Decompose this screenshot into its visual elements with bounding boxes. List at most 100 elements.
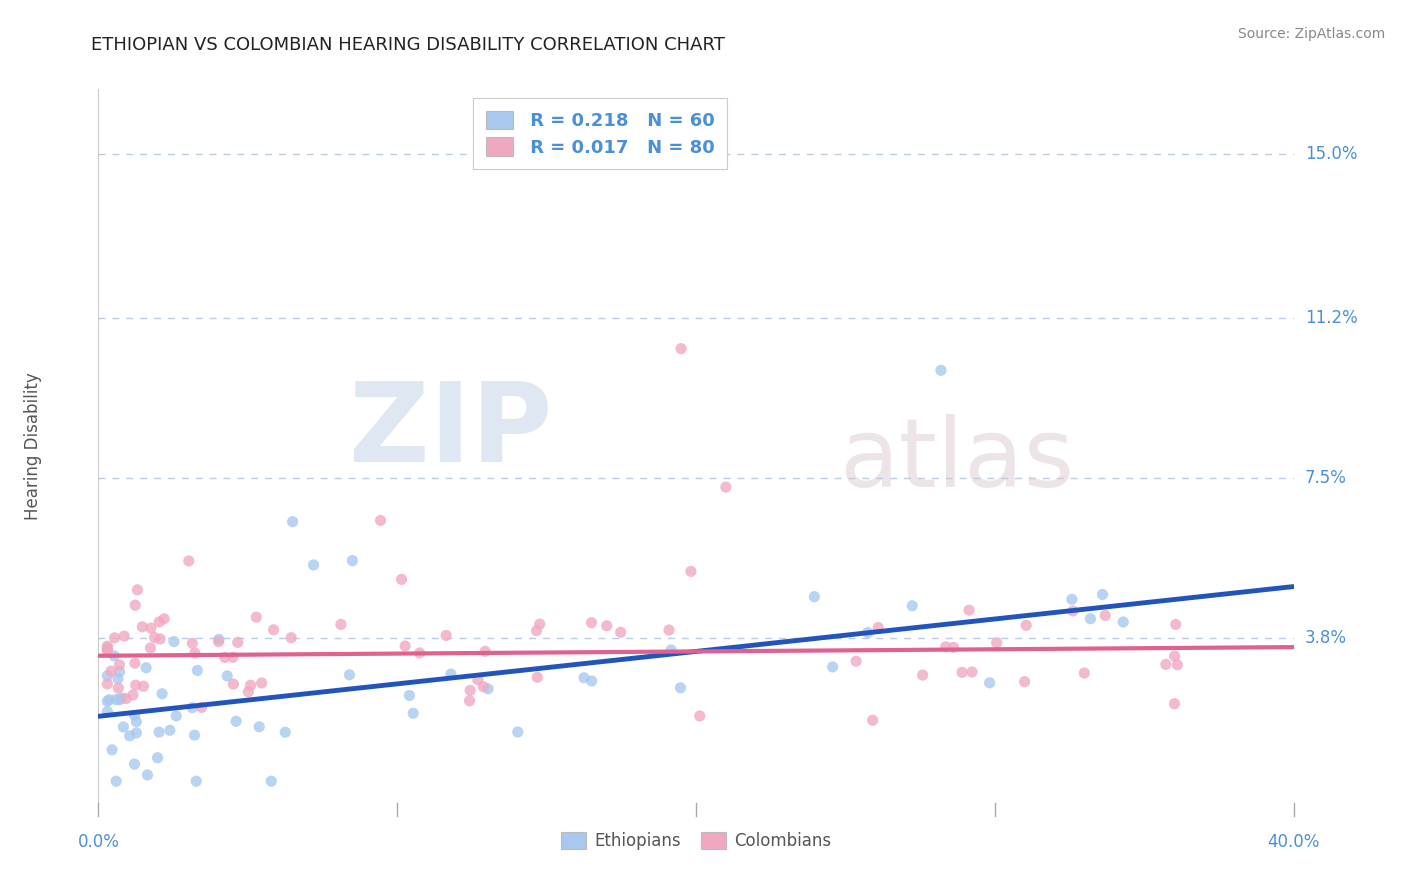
Text: ETHIOPIAN VS COLOMBIAN HEARING DISABILITY CORRELATION CHART: ETHIOPIAN VS COLOMBIAN HEARING DISABILIT…	[91, 36, 725, 54]
Point	[100, 664, 122, 678]
Point	[226, 635, 249, 649]
Point	[186, 774, 208, 789]
Point	[1014, 674, 1036, 689]
Point	[942, 640, 965, 655]
Point	[1060, 592, 1083, 607]
Point	[131, 620, 153, 634]
Point	[845, 654, 868, 668]
Point	[96, 677, 118, 691]
Point	[474, 644, 496, 658]
Legend: Ethiopians, Colombians: Ethiopians, Colombians	[553, 824, 839, 859]
Point	[1080, 612, 1102, 626]
Point	[1112, 615, 1135, 629]
Point	[222, 677, 245, 691]
Point	[101, 743, 124, 757]
Point	[581, 673, 603, 688]
Point	[190, 700, 212, 714]
Point	[105, 692, 128, 706]
Point	[979, 676, 1001, 690]
Point	[125, 678, 148, 692]
Text: Source: ZipAtlas.com: Source: ZipAtlas.com	[1237, 27, 1385, 41]
Point	[263, 623, 285, 637]
Point	[1164, 617, 1187, 632]
Point	[669, 681, 692, 695]
Point	[986, 636, 1008, 650]
Point	[143, 631, 166, 645]
Text: 11.2%: 11.2%	[1305, 310, 1357, 327]
Point	[394, 639, 416, 653]
Point	[132, 679, 155, 693]
Point	[529, 617, 551, 632]
Point	[929, 363, 952, 377]
Point	[329, 617, 352, 632]
Point	[957, 603, 980, 617]
Point	[217, 669, 239, 683]
Point	[342, 553, 364, 567]
Point	[108, 665, 131, 679]
Point	[107, 672, 129, 686]
Point	[208, 632, 231, 647]
Point	[98, 692, 121, 706]
Point	[247, 720, 270, 734]
Point	[107, 681, 129, 695]
Point	[434, 628, 457, 642]
Point	[150, 687, 173, 701]
Point	[118, 729, 141, 743]
Point	[115, 691, 138, 706]
Point	[1166, 657, 1188, 672]
Point	[281, 515, 304, 529]
Point	[250, 676, 273, 690]
Point	[935, 640, 957, 654]
Point	[181, 700, 204, 714]
Point	[689, 709, 711, 723]
Text: 3.8%: 3.8%	[1305, 630, 1347, 648]
Point	[136, 768, 159, 782]
Point	[856, 625, 879, 640]
Point	[467, 673, 489, 687]
Point	[274, 725, 297, 739]
Point	[96, 694, 118, 708]
Point	[911, 668, 934, 682]
Point	[714, 480, 737, 494]
Text: ZIP: ZIP	[349, 378, 553, 485]
Point	[862, 713, 884, 727]
Point	[112, 629, 135, 643]
Point	[124, 757, 146, 772]
Point	[105, 774, 128, 789]
Point	[1091, 587, 1114, 601]
Point	[163, 634, 186, 648]
Point	[124, 657, 146, 671]
Text: 7.5%: 7.5%	[1305, 469, 1347, 487]
Point	[153, 612, 176, 626]
Point	[148, 725, 170, 739]
Point	[960, 665, 983, 679]
Point	[103, 648, 125, 663]
Point	[181, 636, 204, 650]
Point	[183, 728, 205, 742]
Point	[1163, 649, 1185, 664]
Point	[901, 599, 924, 613]
Point	[440, 667, 463, 681]
Point	[124, 708, 146, 723]
Point	[370, 513, 392, 527]
Point	[127, 582, 149, 597]
Point	[1154, 657, 1177, 672]
Point	[581, 615, 603, 630]
Point	[408, 646, 430, 660]
Point	[803, 590, 825, 604]
Point	[139, 640, 162, 655]
Point	[159, 723, 181, 738]
Point	[125, 726, 148, 740]
Point	[214, 650, 236, 665]
Point	[165, 709, 187, 723]
Point	[302, 558, 325, 572]
Text: 0.0%: 0.0%	[77, 833, 120, 851]
Point	[526, 624, 548, 638]
Point	[146, 750, 169, 764]
Point	[659, 643, 682, 657]
Point	[280, 631, 302, 645]
Point	[572, 671, 595, 685]
Point	[96, 639, 118, 653]
Text: Hearing Disability: Hearing Disability	[24, 372, 42, 520]
Point	[506, 725, 529, 739]
